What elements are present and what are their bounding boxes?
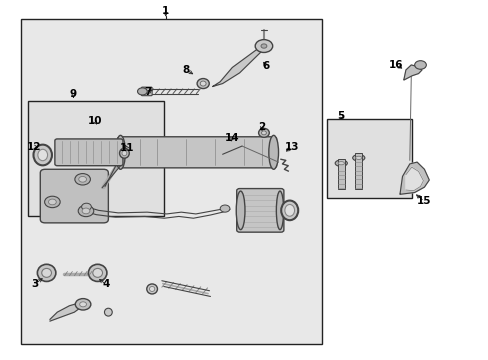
Ellipse shape bbox=[268, 135, 278, 169]
Circle shape bbox=[261, 44, 266, 48]
Circle shape bbox=[414, 61, 426, 69]
Text: 15: 15 bbox=[416, 197, 431, 206]
Text: 3: 3 bbox=[31, 279, 38, 289]
Ellipse shape bbox=[116, 135, 125, 169]
Bar bbox=[28, 102, 164, 216]
FancyBboxPatch shape bbox=[55, 139, 122, 166]
Text: 9: 9 bbox=[70, 89, 77, 99]
Ellipse shape bbox=[337, 162, 344, 165]
Bar bbox=[337, 158, 344, 189]
Circle shape bbox=[79, 176, 86, 182]
Ellipse shape bbox=[258, 129, 269, 137]
Text: 12: 12 bbox=[27, 142, 41, 152]
Text: 2: 2 bbox=[258, 122, 265, 132]
Ellipse shape bbox=[38, 149, 47, 161]
Text: 16: 16 bbox=[388, 60, 403, 70]
Circle shape bbox=[82, 208, 90, 214]
Ellipse shape bbox=[236, 191, 244, 230]
Ellipse shape bbox=[104, 308, 112, 316]
Ellipse shape bbox=[119, 148, 129, 158]
Text: 7: 7 bbox=[144, 87, 152, 98]
FancyBboxPatch shape bbox=[40, 169, 108, 223]
Circle shape bbox=[44, 196, 60, 208]
Circle shape bbox=[78, 205, 94, 217]
Ellipse shape bbox=[93, 269, 102, 277]
Circle shape bbox=[75, 298, 91, 310]
Ellipse shape bbox=[276, 191, 283, 230]
Ellipse shape bbox=[33, 145, 52, 165]
FancyBboxPatch shape bbox=[117, 137, 276, 168]
Ellipse shape bbox=[146, 284, 157, 294]
Bar bbox=[21, 19, 322, 344]
Circle shape bbox=[220, 205, 229, 212]
Ellipse shape bbox=[149, 287, 155, 292]
Text: 11: 11 bbox=[120, 143, 134, 153]
Text: 13: 13 bbox=[285, 142, 299, 152]
Ellipse shape bbox=[37, 264, 56, 282]
Text: 4: 4 bbox=[102, 279, 109, 289]
Text: 10: 10 bbox=[87, 116, 102, 126]
Ellipse shape bbox=[41, 269, 51, 277]
Polygon shape bbox=[399, 162, 428, 194]
Text: 5: 5 bbox=[336, 111, 344, 121]
Polygon shape bbox=[405, 167, 423, 191]
Ellipse shape bbox=[200, 81, 205, 86]
Circle shape bbox=[255, 40, 272, 53]
Circle shape bbox=[137, 88, 147, 95]
Bar bbox=[355, 153, 362, 189]
FancyBboxPatch shape bbox=[141, 87, 152, 96]
Ellipse shape bbox=[352, 155, 364, 161]
Text: 8: 8 bbox=[182, 65, 189, 75]
Polygon shape bbox=[212, 48, 261, 86]
Text: 6: 6 bbox=[262, 62, 269, 71]
Ellipse shape bbox=[261, 131, 266, 135]
Ellipse shape bbox=[281, 201, 298, 220]
Bar bbox=[326, 119, 411, 198]
Polygon shape bbox=[403, 65, 421, 80]
Circle shape bbox=[48, 199, 56, 205]
Ellipse shape bbox=[88, 264, 107, 282]
Ellipse shape bbox=[285, 204, 294, 216]
Circle shape bbox=[80, 302, 86, 307]
Ellipse shape bbox=[334, 160, 346, 166]
Circle shape bbox=[81, 203, 91, 210]
FancyBboxPatch shape bbox=[236, 189, 284, 232]
Circle shape bbox=[75, 174, 90, 185]
Text: 14: 14 bbox=[224, 133, 239, 143]
Ellipse shape bbox=[355, 156, 361, 159]
Ellipse shape bbox=[122, 151, 126, 156]
Ellipse shape bbox=[197, 78, 209, 89]
Polygon shape bbox=[50, 303, 81, 321]
Text: 1: 1 bbox=[162, 6, 169, 17]
